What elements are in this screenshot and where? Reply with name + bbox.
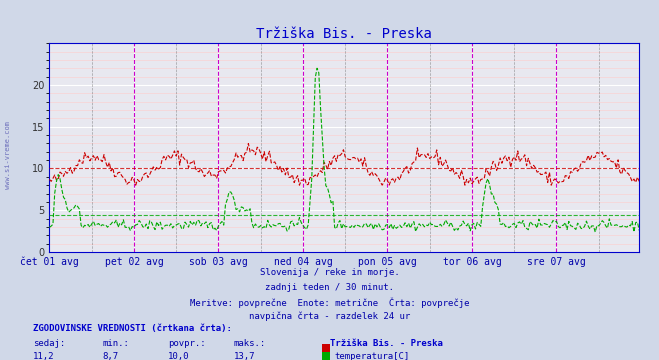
Text: Meritve: povprečne  Enote: metrične  Črta: povprečje: Meritve: povprečne Enote: metrične Črta:… (190, 297, 469, 307)
Text: zadnji teden / 30 minut.: zadnji teden / 30 minut. (265, 283, 394, 292)
Text: min.:: min.: (102, 339, 129, 348)
Text: 13,7: 13,7 (234, 352, 256, 360)
Text: maks.:: maks.: (234, 339, 266, 348)
Text: 10,0: 10,0 (168, 352, 190, 360)
Text: sedaj:: sedaj: (33, 339, 65, 348)
Text: 8,7: 8,7 (102, 352, 118, 360)
Title: Tržiška Bis. - Preska: Tržiška Bis. - Preska (256, 27, 432, 41)
Text: Tržiška Bis. - Preska: Tržiška Bis. - Preska (330, 339, 442, 348)
Text: Slovenija / reke in morje.: Slovenija / reke in morje. (260, 268, 399, 277)
Text: navpična črta - razdelek 24 ur: navpična črta - razdelek 24 ur (249, 311, 410, 321)
Text: 11,2: 11,2 (33, 352, 55, 360)
Text: www.si-vreme.com: www.si-vreme.com (5, 121, 11, 189)
Text: ZGODOVINSKE VREDNOSTI (črtkana črta):: ZGODOVINSKE VREDNOSTI (črtkana črta): (33, 324, 232, 333)
Text: temperatura[C]: temperatura[C] (334, 352, 409, 360)
Text: povpr.:: povpr.: (168, 339, 206, 348)
